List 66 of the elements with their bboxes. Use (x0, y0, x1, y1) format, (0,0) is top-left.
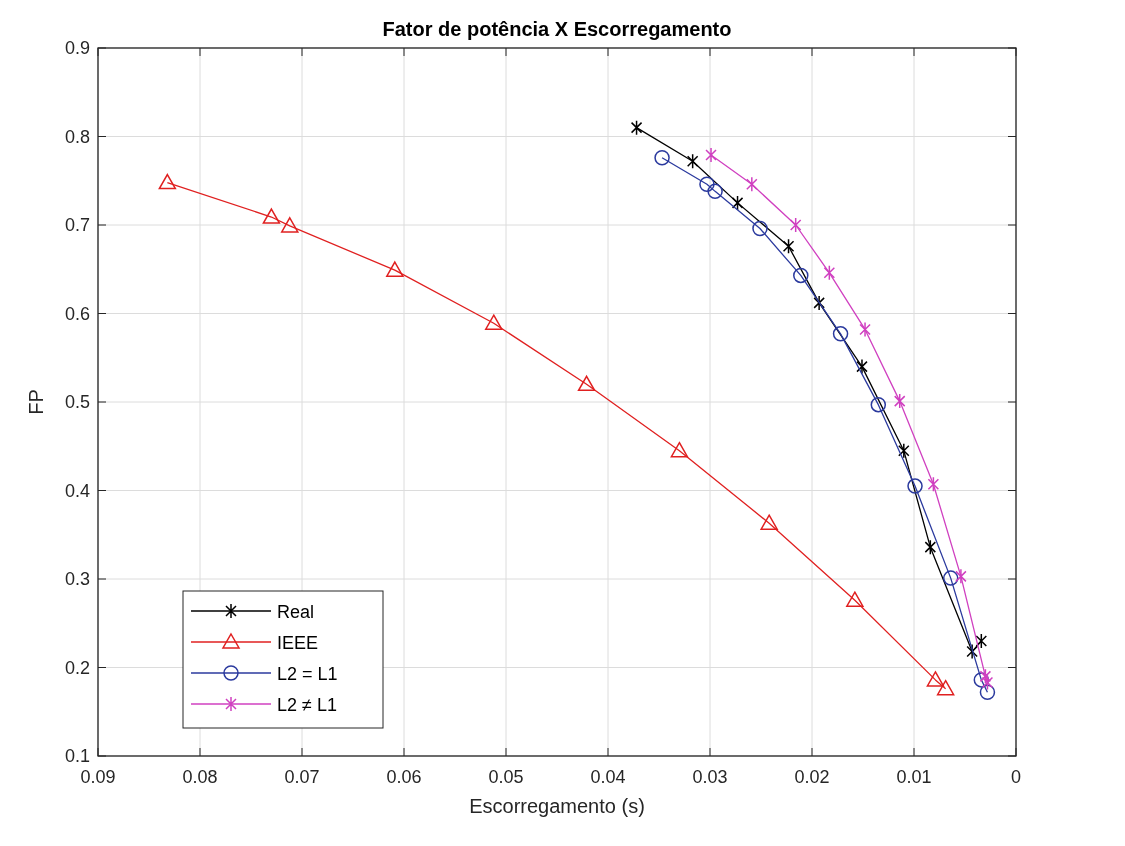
point (386, 261, 404, 277)
point (942, 570, 959, 586)
y-tick-label: 0.7 (64, 215, 90, 235)
legend-label: L2 ≠ L1 (277, 695, 337, 715)
point (907, 478, 923, 494)
y-tick-label: 0.1 (64, 746, 90, 766)
y-axis-title: FP (25, 389, 47, 415)
y-tick-label: 0.3 (64, 569, 90, 589)
x-tick-label: 0.05 (488, 767, 524, 787)
x-tick-label: 0.02 (794, 767, 830, 787)
point (893, 393, 906, 409)
point (975, 633, 988, 649)
point (705, 147, 717, 163)
point (898, 442, 910, 459)
point (577, 375, 596, 392)
point (670, 441, 689, 458)
point (979, 684, 996, 701)
point (924, 539, 937, 555)
point (859, 321, 871, 338)
point (846, 591, 864, 607)
point (752, 220, 768, 237)
point (981, 674, 994, 691)
point (281, 217, 299, 233)
y-tick-label: 0.2 (64, 657, 90, 678)
y-tick-label: 0.6 (64, 303, 90, 324)
point (823, 265, 836, 281)
y-tick-label: 0.4 (64, 480, 90, 501)
legend-label: L2 = L1 (277, 664, 338, 684)
point (782, 238, 795, 254)
x-tick-label: 0 (1010, 767, 1022, 787)
point (966, 643, 978, 660)
point (927, 476, 940, 493)
point (789, 217, 802, 233)
y-tick-label: 0.5 (64, 392, 90, 412)
x-tick-label: 0.01 (896, 767, 932, 787)
point (746, 176, 758, 193)
point (630, 119, 643, 136)
point (936, 679, 955, 696)
point (856, 358, 868, 375)
point (707, 183, 723, 200)
x-tick-label: 0.09 (80, 767, 116, 787)
point (686, 153, 699, 170)
point (813, 295, 825, 311)
legend-label: Real (277, 602, 315, 622)
x-tick-label: 0.07 (284, 767, 320, 787)
point (955, 568, 967, 585)
x-tick-label: 0.04 (590, 767, 626, 787)
point (262, 208, 281, 224)
point (731, 195, 744, 211)
y-tick-label: 0.8 (64, 126, 90, 147)
point (793, 267, 809, 284)
x-tick-label: 0.03 (692, 767, 728, 787)
x-tick-label: 0.08 (182, 767, 218, 787)
chart-title: Fator de potência X Escorregamento (382, 18, 732, 40)
point (485, 314, 503, 330)
point (832, 326, 849, 342)
y-tick-label: 0.9 (64, 38, 90, 58)
point (870, 396, 887, 413)
point (760, 514, 778, 530)
point (699, 176, 715, 193)
x-tick-label: 0.06 (386, 767, 422, 787)
point (654, 149, 670, 166)
point (158, 173, 177, 190)
x-axis-title: Escorregamento (s) (469, 795, 645, 817)
point (926, 671, 945, 687)
legend-label: IEEE (277, 633, 319, 653)
